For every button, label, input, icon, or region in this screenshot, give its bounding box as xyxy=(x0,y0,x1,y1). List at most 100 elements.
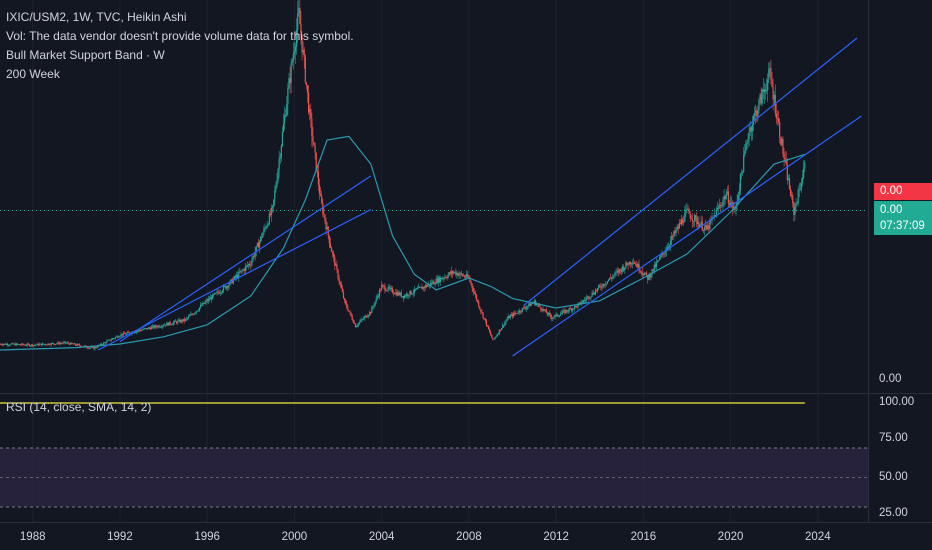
candle xyxy=(184,318,186,322)
candle xyxy=(366,313,369,318)
channel-line-3[interactable] xyxy=(512,115,862,357)
candle xyxy=(745,140,747,154)
candle xyxy=(57,341,59,345)
candle xyxy=(563,308,565,314)
candle xyxy=(718,203,720,214)
candle xyxy=(559,311,562,317)
candle xyxy=(67,341,69,344)
candle xyxy=(25,344,27,347)
candle xyxy=(630,262,632,268)
candle xyxy=(750,125,752,141)
candle xyxy=(79,343,81,347)
candle xyxy=(470,280,472,286)
candle xyxy=(510,311,513,317)
candle xyxy=(436,274,438,285)
candle xyxy=(41,342,44,346)
candle xyxy=(707,222,709,231)
candle xyxy=(155,324,157,329)
candle xyxy=(760,87,762,107)
candle xyxy=(797,185,799,207)
candle xyxy=(398,290,400,297)
candle xyxy=(337,268,339,281)
channel-line-1[interactable] xyxy=(97,209,372,351)
candle xyxy=(309,105,311,121)
candle xyxy=(477,299,479,304)
candle xyxy=(483,317,485,320)
candle xyxy=(360,317,362,323)
candle xyxy=(219,289,221,297)
candle xyxy=(189,313,191,317)
candle xyxy=(243,268,245,275)
candle xyxy=(426,284,429,288)
candle xyxy=(503,324,505,328)
candle xyxy=(62,340,64,345)
candle xyxy=(466,270,468,280)
candle xyxy=(514,310,516,316)
candle xyxy=(498,329,501,336)
candle xyxy=(684,206,686,223)
channel-line-0[interactable] xyxy=(119,175,372,343)
candle xyxy=(591,290,593,298)
bull-band-label[interactable]: Bull Market Support Band · W xyxy=(6,48,165,62)
candle xyxy=(417,285,419,290)
candle xyxy=(208,295,210,303)
symbol-title[interactable]: IXIC/USM2, 1W, TVC, Heikin Ashi xyxy=(6,10,187,24)
candle xyxy=(269,208,272,217)
candle xyxy=(73,342,75,345)
ma-label[interactable]: 200 Week xyxy=(6,67,60,81)
candle xyxy=(71,342,73,344)
candle xyxy=(104,341,106,344)
candle xyxy=(610,273,612,279)
candle xyxy=(444,273,446,281)
candle xyxy=(88,347,91,350)
candle xyxy=(109,339,111,342)
candle xyxy=(277,167,279,184)
candle xyxy=(513,311,515,318)
candle xyxy=(571,307,574,314)
time-axis[interactable]: 1988 1992 1996 2000 2004 2008 2012 2016 2020 2024 xyxy=(20,531,831,543)
candle xyxy=(352,319,354,324)
candle xyxy=(17,343,20,346)
candle xyxy=(413,285,415,297)
candle xyxy=(775,103,778,125)
candle xyxy=(443,277,445,283)
candle xyxy=(365,315,367,318)
candle xyxy=(190,311,192,316)
channel-line-2[interactable] xyxy=(523,37,858,307)
candle xyxy=(793,201,795,222)
ma-200-week-line[interactable] xyxy=(0,135,805,351)
candle xyxy=(418,283,420,289)
candle xyxy=(350,312,352,317)
candle xyxy=(326,221,328,230)
candle xyxy=(618,269,620,275)
candle xyxy=(664,247,666,258)
candle xyxy=(314,142,316,160)
candle xyxy=(647,275,649,284)
candle xyxy=(394,292,396,295)
candle xyxy=(11,342,13,345)
candle xyxy=(617,267,619,277)
trend-channels[interactable] xyxy=(97,37,862,357)
candle xyxy=(542,306,544,313)
candle xyxy=(400,289,402,299)
candle xyxy=(220,291,222,295)
rsi-legend[interactable]: RSI (14, close, SMA, 14, 2) xyxy=(6,400,152,414)
candle xyxy=(412,289,414,298)
candle xyxy=(110,338,112,343)
candle xyxy=(622,264,624,274)
candle xyxy=(280,144,282,162)
candle xyxy=(141,328,143,332)
candle xyxy=(180,319,182,324)
candle xyxy=(122,331,124,337)
candle xyxy=(507,313,509,321)
candle xyxy=(661,249,663,259)
candle xyxy=(215,292,217,294)
candle xyxy=(114,336,117,340)
candle xyxy=(555,311,557,318)
candle xyxy=(566,309,568,314)
candle xyxy=(771,72,773,88)
candle xyxy=(463,274,466,279)
candle xyxy=(795,198,797,213)
candle xyxy=(599,283,601,288)
